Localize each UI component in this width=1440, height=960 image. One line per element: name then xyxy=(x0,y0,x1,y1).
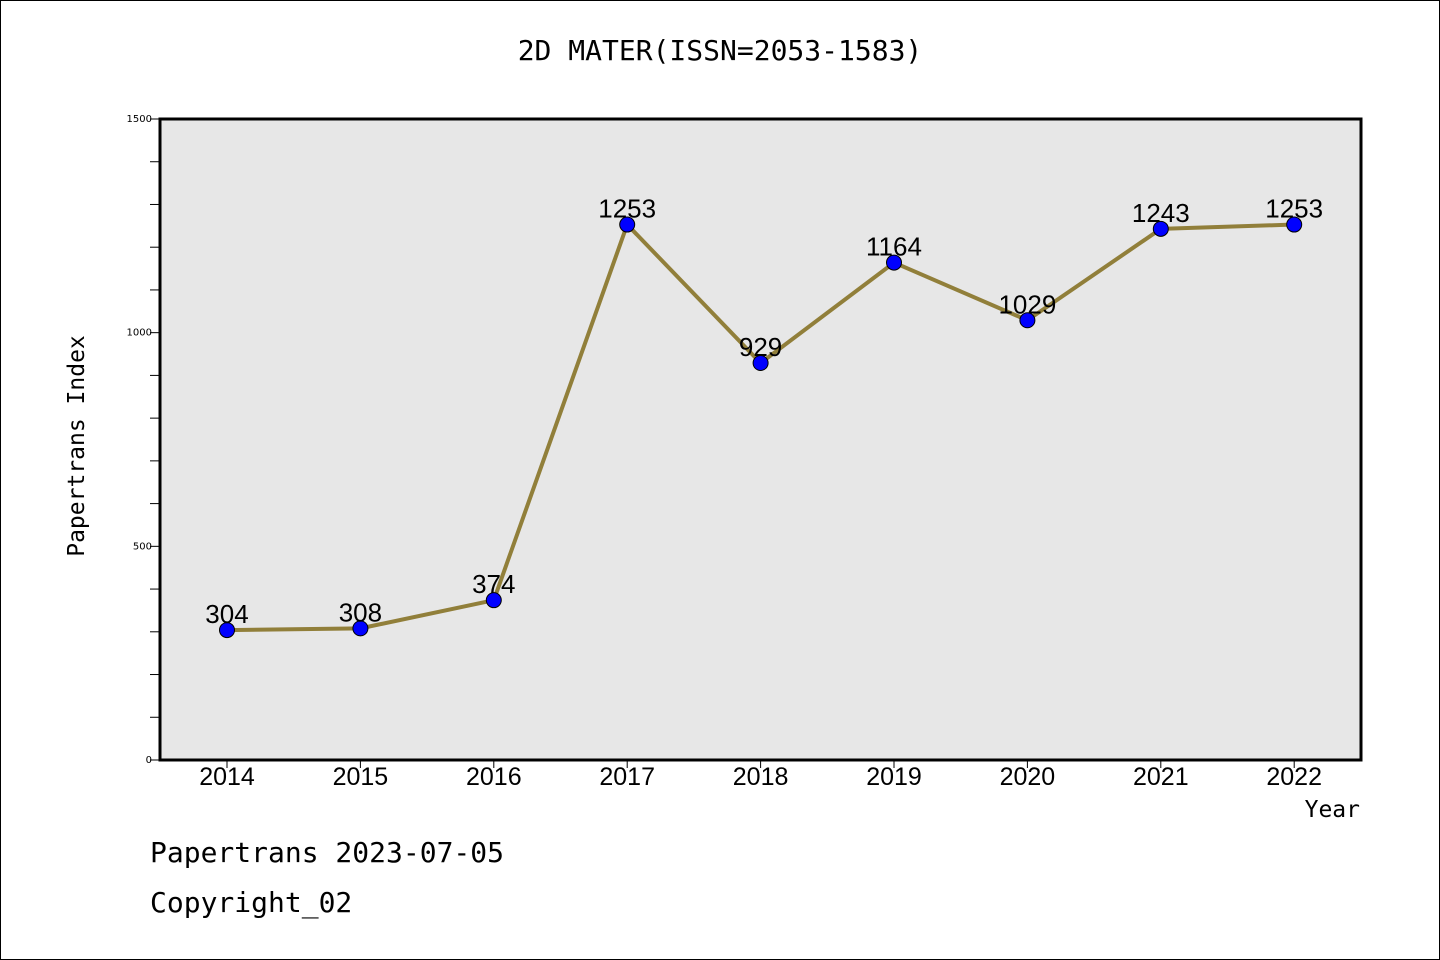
y-tick-label: 1500 xyxy=(127,114,152,125)
footer-copyright: Copyright_02 xyxy=(150,886,353,919)
data-label: 1253 xyxy=(598,194,656,224)
data-label: 304 xyxy=(205,599,248,629)
data-point xyxy=(1152,220,1169,237)
x-tick-label: 2017 xyxy=(599,763,655,791)
data-point xyxy=(886,254,902,271)
data-point xyxy=(219,622,235,639)
data-point xyxy=(752,355,769,372)
data-label: 1253 xyxy=(1265,194,1323,224)
y-tick-label: 1000 xyxy=(127,328,152,339)
x-tick-label: 2016 xyxy=(466,763,522,791)
data-point xyxy=(1286,216,1303,233)
chart-title: 2D MATER(ISSN=2053-1583) xyxy=(517,34,923,67)
x-tick-label: 2019 xyxy=(866,763,922,791)
data-label: 929 xyxy=(739,332,782,362)
x-tick-label: 2020 xyxy=(1000,763,1056,791)
data-label: 1164 xyxy=(866,232,922,262)
data-label: 374 xyxy=(472,569,515,599)
plot-border xyxy=(158,117,1363,762)
x-tick-label: 2015 xyxy=(333,763,389,791)
x-axis-label: Year xyxy=(1304,797,1360,823)
data-point xyxy=(619,216,636,233)
x-tick-label: 2014 xyxy=(199,763,255,791)
y-tick-label: 500 xyxy=(133,541,152,552)
footer-date: Papertrans 2023-07-05 xyxy=(150,836,505,869)
data-label: 308 xyxy=(339,597,382,627)
x-tick-label: 2018 xyxy=(733,763,789,791)
data-point xyxy=(352,620,369,637)
x-tick-label: 2021 xyxy=(1133,763,1189,791)
data-point xyxy=(485,592,502,609)
data-point xyxy=(1019,312,1036,329)
data-label: 1029 xyxy=(998,289,1056,319)
y-tick-label: 0 xyxy=(146,755,152,766)
x-tick-label: 2022 xyxy=(1266,763,1322,791)
data-label: 1243 xyxy=(1132,198,1190,228)
